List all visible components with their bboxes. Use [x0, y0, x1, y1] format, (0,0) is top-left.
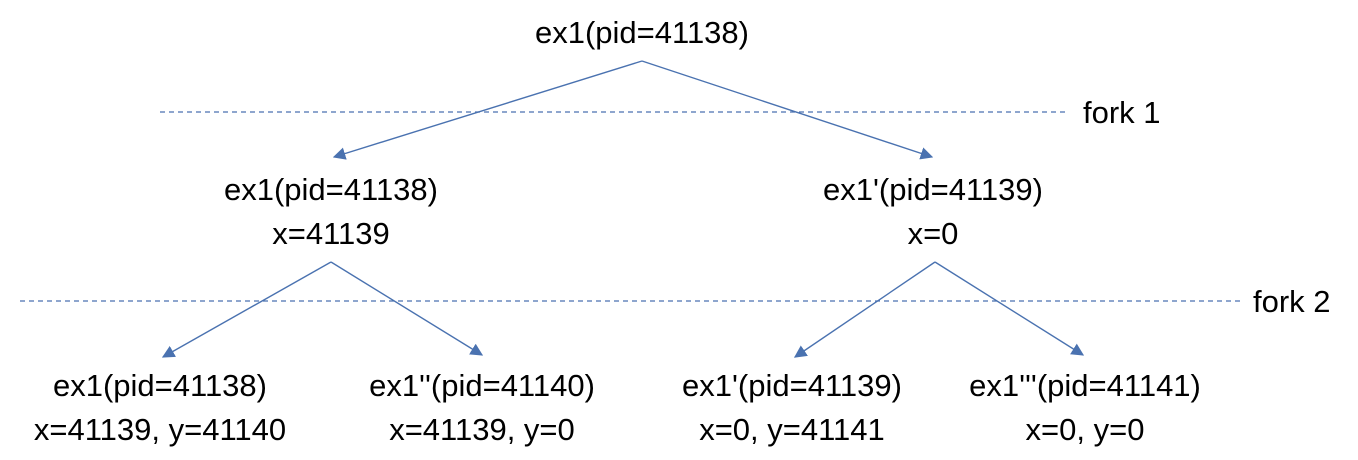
node-l1-right-vars: x=0 [908, 216, 959, 251]
node-l1-right-process: ex1'(pid=41139) [823, 172, 1043, 207]
edge-root-to-l1-right [641, 60, 934, 160]
node-l2-a-process: ex1(pid=41138) [53, 368, 267, 403]
edge-l1-left-to-l2-a [161, 261, 332, 358]
node-l2-a-vars: x=41139, y=41140 [34, 412, 286, 447]
edge-l1-left-to-l2-b [330, 261, 484, 356]
node-l1-left-vars: x=41139 [272, 216, 390, 251]
edge-root-to-l1-left [332, 60, 643, 160]
node-l1-left-process: ex1(pid=41138) [224, 172, 438, 207]
node-l2-d-process: ex1'''(pid=41141) [969, 368, 1201, 403]
fork-1-label: fork 1 [1083, 95, 1161, 130]
node-l2-c-process: ex1'(pid=41139) [682, 368, 902, 403]
node-root-process: ex1(pid=41138) [535, 15, 749, 50]
node-l2-b-process: ex1''(pid=41140) [369, 368, 595, 403]
node-l2-b-vars: x=41139, y=0 [389, 412, 575, 447]
node-l2-c-vars: x=0, y=41141 [699, 412, 885, 447]
edge-l1-right-to-l2-d [934, 261, 1085, 356]
edge-l1-right-to-l2-c [793, 261, 936, 358]
fork-2-label: fork 2 [1253, 284, 1331, 319]
node-l2-d-vars: x=0, y=0 [1026, 412, 1145, 447]
